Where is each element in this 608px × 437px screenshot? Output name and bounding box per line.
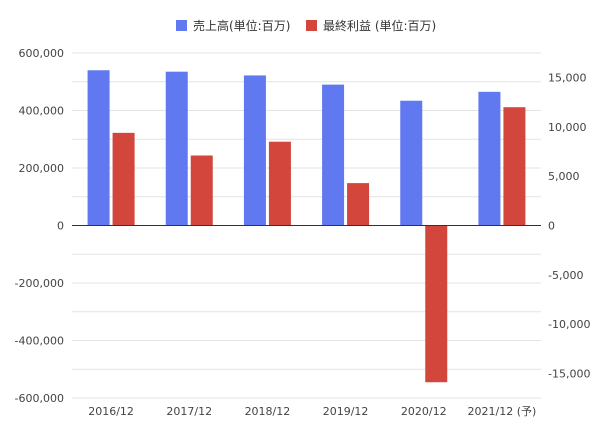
bar-net-income <box>503 107 526 226</box>
right-axis-tick-label: -5,000 <box>548 269 583 282</box>
bar-net-income <box>112 132 135 226</box>
right-axis-tick-label: -15,000 <box>548 367 590 380</box>
right-axis-tick-label: 0 <box>548 220 555 233</box>
x-axis-tick-label: 2017/12 <box>166 405 212 418</box>
legend: 売上高(単位:百万) 最終利益 (単位:百万) <box>176 18 436 33</box>
bar-sales <box>243 75 266 226</box>
bar-sales <box>400 100 423 226</box>
bar-sales <box>165 71 188 226</box>
left-axis-tick-label: 200,000 <box>19 162 65 175</box>
legend-swatch-sales <box>176 20 187 31</box>
bar-sales <box>478 91 501 226</box>
right-axis-tick-label: -10,000 <box>548 318 590 331</box>
left-axis-tick-label: 0 <box>57 220 64 233</box>
legend-label-net-income: 最終利益 (単位:百万) <box>323 18 436 33</box>
right-axis-ticks: 15,000 10,000 5,000 0 -5,000 -10,000 -15,000 <box>548 72 590 381</box>
bars <box>87 70 526 383</box>
bar-net-income <box>347 183 370 226</box>
x-axis-tick-label: 2018/12 <box>245 405 291 418</box>
left-axis-tick-label: -600,000 <box>15 392 64 405</box>
bar-sales <box>322 84 345 226</box>
left-axis-tick-label: -400,000 <box>15 335 64 348</box>
bar-net-income <box>268 141 291 226</box>
left-axis-tick-label: 400,000 <box>19 105 65 118</box>
gridlines <box>72 52 541 399</box>
legend-label-sales: 売上高(単位:百万) <box>193 18 290 33</box>
legend-swatch-net-income <box>306 20 317 31</box>
right-axis-tick-label: 10,000 <box>548 121 587 134</box>
bar-net-income <box>190 155 213 226</box>
bar-net-income <box>425 225 448 383</box>
left-axis-tick-label: 600,000 <box>19 47 65 60</box>
right-axis-tick-label: 5,000 <box>548 170 580 183</box>
x-axis-tick-label: 2019/12 <box>323 405 369 418</box>
x-axis-tick-label: 2020/12 <box>401 405 447 418</box>
x-axis-tick-label: 2021/12 (予) <box>468 405 537 418</box>
x-axis-ticks: 2016/12 2017/12 2018/12 2019/12 2020/12 2021/… <box>88 405 536 418</box>
right-axis-tick-label: 15,000 <box>548 72 587 85</box>
left-axis-tick-label: -200,000 <box>15 277 64 290</box>
bar-sales <box>87 70 110 226</box>
x-axis-tick-label: 2016/12 <box>88 405 134 418</box>
left-axis-ticks: 600,000 400,000 200,000 0 -200,000 -400,000 -6… <box>15 47 64 405</box>
